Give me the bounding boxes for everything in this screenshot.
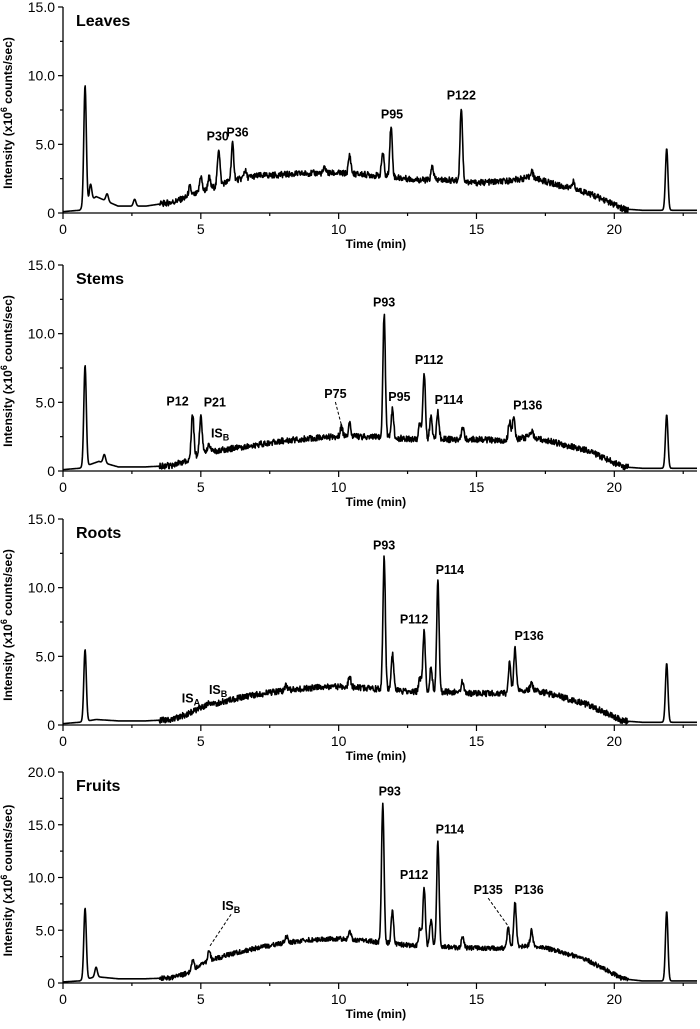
x-axis-title: Time (min) [346, 237, 406, 251]
x-axis-title: Time (min) [346, 749, 406, 763]
y-tick-label: 0 [47, 205, 55, 221]
peak-label: P135 [474, 883, 503, 897]
peak-label: ISA [182, 691, 201, 707]
x-tick-label: 0 [59, 991, 67, 1007]
peak-label: P93 [379, 785, 401, 799]
peak-label: P114 [436, 563, 465, 577]
peak-leader-line [208, 913, 232, 948]
peak-label: P112 [415, 353, 444, 367]
peak-label: P30 [207, 129, 229, 143]
peak-label: P36 [226, 125, 248, 139]
peak-label: P95 [388, 390, 410, 404]
y-axis-title: Intensity (x106 counts/sec) [0, 295, 15, 447]
x-tick-label: 10 [331, 991, 347, 1007]
y-tick-label: 20.0 [28, 764, 55, 780]
peak-label: P21 [204, 396, 226, 410]
x-tick-label: 5 [197, 221, 205, 237]
chart-panel-fruits: 0 5.0 10.0 15.0 20.0 0 5 10 15 20 Time (min) Intens… [0, 764, 698, 1021]
y-tick-label: 5.0 [36, 922, 56, 938]
y-tick-label: 15.0 [28, 817, 55, 833]
peak-label: P136 [514, 883, 543, 897]
x-tick-label: 0 [59, 221, 67, 237]
y-tick-label: 15.0 [28, 0, 55, 15]
x-tick-label: 15 [469, 221, 485, 237]
panel-title: Leaves [76, 13, 130, 30]
y-tick-label: 10.0 [28, 326, 55, 342]
y-tick-label: 5.0 [36, 136, 56, 152]
y-tick-label: 5.0 [36, 648, 56, 664]
y-tick-label: 0 [47, 717, 55, 733]
x-tick-label: 10 [331, 733, 347, 749]
peak-label: P114 [435, 393, 464, 407]
peak-label: P136 [514, 629, 543, 643]
x-tick-label: 10 [331, 479, 347, 495]
peak-label: P122 [447, 88, 476, 102]
x-tick-label: 20 [607, 479, 623, 495]
x-tick-label: 15 [469, 991, 485, 1007]
peak-label: P112 [400, 613, 429, 627]
y-tick-label: 15.0 [28, 511, 55, 527]
peak-label: P114 [436, 823, 465, 837]
peak-label: P75 [324, 387, 346, 401]
peak-label: P12 [166, 394, 188, 408]
y-tick-label: 15.0 [28, 257, 55, 273]
x-tick-label: 15 [469, 479, 485, 495]
x-tick-label: 20 [607, 221, 623, 237]
y-tick-label: 10.0 [28, 870, 55, 886]
x-tick-label: 5 [197, 991, 205, 1007]
y-axis-title: Intensity (x106 counts/sec) [0, 805, 15, 957]
y-tick-label: 0 [47, 975, 55, 991]
peak-label: ISB [209, 683, 228, 699]
peak-label: P93 [373, 295, 395, 309]
chart-panel-leaves: 0 5.0 10.0 15.0 0 5 10 15 20 Time (min) Intensity … [0, 0, 698, 251]
x-tick-label: 20 [607, 733, 623, 749]
x-tick-label: 0 [59, 479, 67, 495]
chart-panel-stems: 0 5.0 10.0 15.0 0 5 10 15 20 Time (min) Intensity … [0, 257, 698, 509]
peak-label: P93 [373, 538, 395, 552]
peak-leader-line [487, 897, 509, 927]
peak-label: P95 [381, 107, 403, 121]
chart-panel-roots: 0 5.0 10.0 15.0 0 5 10 15 20 Time (min) Intensity … [0, 511, 698, 763]
panel-title: Stems [76, 271, 124, 288]
y-tick-label: 10.0 [28, 68, 55, 84]
x-tick-label: 5 [197, 733, 205, 749]
x-tick-label: 15 [469, 733, 485, 749]
y-tick-label: 10.0 [28, 580, 55, 596]
peak-label: P112 [400, 868, 429, 882]
peak-leader-line [334, 401, 342, 426]
y-tick-label: 5.0 [36, 394, 56, 410]
x-axis-title: Time (min) [346, 1007, 406, 1021]
chromatogram-trace [62, 802, 698, 983]
chromatogram-trace [62, 555, 698, 725]
x-tick-label: 10 [331, 221, 347, 237]
chromatogram-trace [62, 313, 698, 471]
y-axis-title: Intensity (x106 counts/sec) [0, 37, 15, 189]
y-axis-title: Intensity (x106 counts/sec) [0, 549, 15, 701]
y-tick-label: 0 [47, 463, 55, 479]
x-axis-title: Time (min) [346, 495, 406, 509]
peak-label: ISB [222, 899, 241, 915]
panel-title: Roots [76, 525, 121, 542]
panel-title: Fruits [76, 778, 121, 795]
x-tick-label: 0 [59, 733, 67, 749]
peak-label: ISB [211, 427, 230, 443]
x-tick-label: 5 [197, 479, 205, 495]
x-tick-label: 20 [607, 991, 623, 1007]
peak-label: P136 [513, 398, 542, 412]
chromatogram-trace [62, 85, 698, 214]
